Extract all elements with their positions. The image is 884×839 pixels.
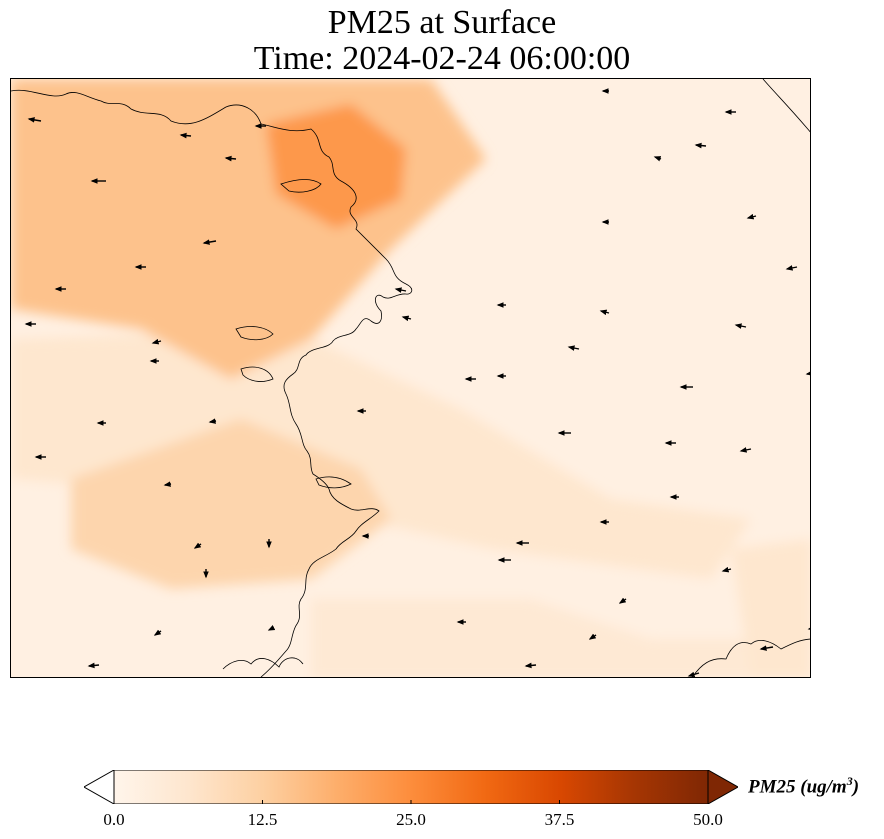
pm25-patch-southeast: [311, 599, 810, 677]
wind-arrow: [759, 645, 774, 651]
wind-arrow: [208, 418, 217, 424]
wind-arrow: [721, 566, 732, 573]
pm25-east-edge: [731, 539, 810, 677]
wind-arrow: [734, 323, 747, 329]
colorbar-label-exponent: 3: [846, 774, 853, 788]
coastline-southeast: [691, 638, 810, 677]
wind-arrow: [653, 156, 662, 162]
coastline-northeast: [762, 79, 810, 133]
colorbar-label-text: PM25 (ug/m: [748, 776, 847, 798]
colorbar-gradient: [113, 770, 709, 804]
colorbar: [84, 770, 738, 804]
wind-arrow: [401, 315, 412, 322]
wind-arrow: [153, 629, 162, 636]
coastline-inlet-1: [235, 326, 274, 341]
pm25-central-band: [11, 329, 751, 579]
colorbar-tick-label: 37.5: [544, 810, 575, 829]
wind-arrow: [694, 142, 707, 149]
pm25-concentration-field: [11, 79, 810, 677]
wind-arrow: [588, 633, 597, 640]
wind-arrow: [163, 481, 172, 487]
wind-arrow: [524, 662, 537, 669]
colorbar-label: PM25 (ug/m3): [748, 774, 859, 798]
wind-vector-field: [24, 88, 810, 677]
coastline-island-1: [280, 179, 322, 193]
colorbar-tick-marks: [113, 800, 709, 804]
coastline-south: [222, 657, 304, 670]
wind-arrow: [151, 338, 162, 345]
wind-arrow: [27, 117, 42, 123]
wind-arrow: [567, 345, 580, 351]
wind-arrow: [618, 597, 627, 604]
colorbar-under-triangle: [84, 770, 115, 804]
wind-arrow: [746, 213, 757, 220]
colorbar-tick-label: 25.0: [396, 810, 426, 829]
colorbar-tick-label: 12.5: [247, 810, 278, 829]
map-title: PM25 at Surface: [327, 4, 557, 41]
coastline-bay: [315, 476, 352, 489]
map-timestamp: Time: 2024-02-24 06:00:00: [253, 40, 631, 77]
coastline-main: [11, 89, 413, 677]
coastline: [11, 79, 810, 677]
wind-arrow: [394, 287, 407, 293]
wind-arrow: [785, 265, 798, 271]
map-svg: [11, 79, 810, 677]
wind-arrow: [87, 662, 100, 669]
map-plot-area[interactable]: [10, 78, 811, 678]
wind-arrow: [224, 155, 237, 162]
coastline-inlet-2: [240, 366, 274, 382]
wind-arrow: [687, 671, 700, 677]
colorbar-label-close: ): [852, 776, 860, 798]
pm25-peak-northwest: [266, 104, 406, 229]
wind-arrow: [179, 132, 192, 139]
wind-arrow: [599, 309, 610, 316]
wind-arrow: [202, 239, 217, 245]
colorbar-tick-label: 50.0: [693, 810, 723, 829]
wind-arrow: [193, 542, 202, 549]
wind-arrow: [739, 447, 752, 453]
colorbar-over-triangle: [707, 770, 738, 804]
wind-arrow: [805, 370, 810, 376]
wind-arrow: [267, 624, 276, 631]
colorbar-tick-label: 0.0: [103, 810, 125, 829]
